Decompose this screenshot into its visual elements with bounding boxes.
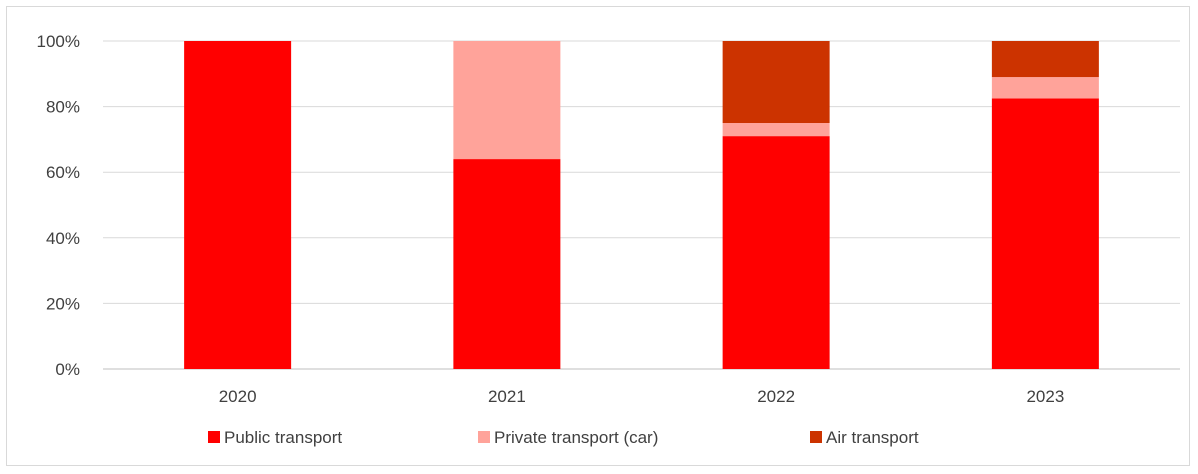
- x-axis-ticks: 2020 2021 2022 2023: [219, 387, 1065, 406]
- bar-segment-2022-private-transport-car: [722, 123, 830, 137]
- legend-swatch: [810, 431, 822, 443]
- y-tick-label: 40%: [46, 229, 80, 248]
- y-tick-label: 80%: [46, 98, 80, 117]
- y-tick-label: 100%: [37, 32, 80, 51]
- bar-segment-2023-private-transport-car: [991, 77, 1099, 99]
- bars: [184, 41, 1099, 370]
- y-tick-label: 20%: [46, 294, 80, 313]
- legend: Public transport Private transport (car) A…: [208, 428, 919, 447]
- y-tick-label: 0%: [55, 360, 80, 379]
- bar-segment-2022-air-transport: [722, 41, 830, 123]
- legend-swatch: [478, 431, 490, 443]
- x-tick-label: 2020: [219, 387, 257, 406]
- bar-segment-2020-public-transport: [184, 41, 292, 369]
- legend-label: Private transport (car): [494, 428, 658, 447]
- x-tick-label: 2023: [1026, 387, 1064, 406]
- y-axis-ticks: 0% 20% 40% 60% 80% 100%: [37, 32, 80, 379]
- bar-segment-2023-air-transport: [991, 41, 1099, 78]
- x-tick-label: 2022: [757, 387, 795, 406]
- bar-segment-2022-public-transport: [722, 136, 830, 369]
- legend-swatch: [208, 431, 220, 443]
- bar-segment-2023-public-transport: [991, 98, 1099, 370]
- x-tick-label: 2021: [488, 387, 526, 406]
- bar-segment-2021-public-transport: [453, 159, 561, 369]
- legend-label: Air transport: [826, 428, 919, 447]
- y-tick-label: 60%: [46, 163, 80, 182]
- bar-segment-2021-private-transport-car: [453, 41, 561, 160]
- legend-label: Public transport: [224, 428, 342, 447]
